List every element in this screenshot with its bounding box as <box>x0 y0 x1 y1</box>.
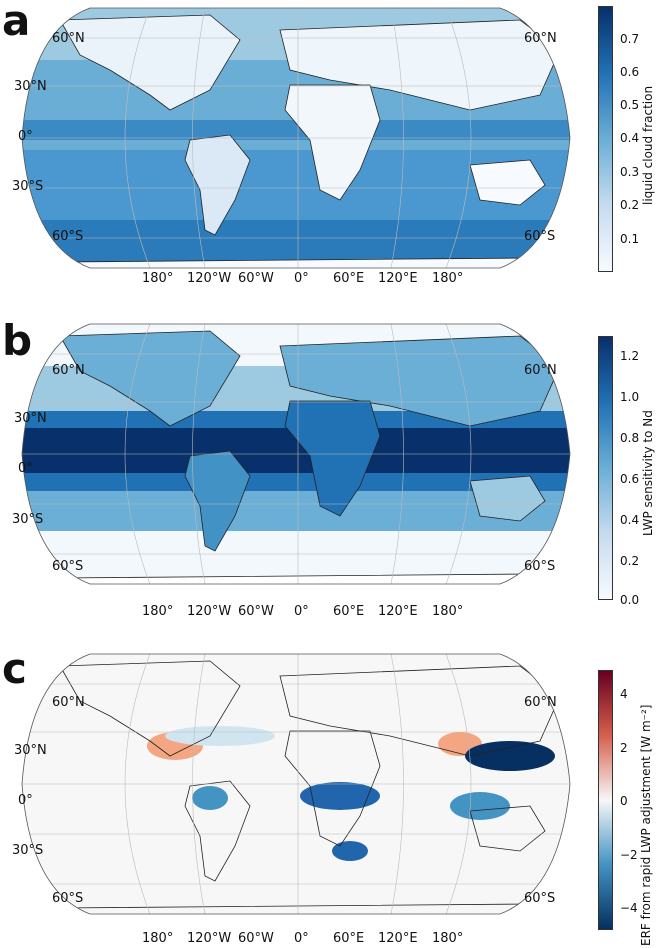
robinson-map <box>21 653 571 915</box>
colorbar-tick: 0.0 <box>620 593 640 607</box>
colorbar-tick: 0.7 <box>620 32 640 46</box>
lat-label-30s: 30°S <box>12 179 44 194</box>
colorbar-tick: 0.1 <box>620 232 640 246</box>
colorbar-tick: 4 <box>620 687 628 701</box>
antarctica-landmass <box>49 257 541 268</box>
lon-label-120w: 120°W <box>187 931 232 946</box>
robinson-map <box>21 323 571 585</box>
lon-label-120e: 120°E <box>378 604 418 619</box>
africa-landmass <box>284 730 381 847</box>
colorbar-tick: 0.6 <box>620 65 640 79</box>
lon-label-60w: 60°W <box>238 271 274 286</box>
lon-label-180e: 180° <box>432 604 464 619</box>
colorbar-tick: 0.4 <box>620 131 640 145</box>
colorbar-tick: 0.3 <box>620 165 640 179</box>
lat-label-60s-right: 60°S <box>524 229 556 244</box>
colorbar-tick: 1.0 <box>620 390 640 404</box>
lon-label-120e: 120°E <box>378 271 418 286</box>
lat-label-60s-right: 60°S <box>524 891 556 906</box>
lon-label-0: 0° <box>294 604 309 619</box>
panel-c: c <box>0 646 656 948</box>
antarctica-landmass <box>49 573 541 584</box>
panel-letter: c <box>2 644 27 693</box>
colorbar-tick: −4 <box>620 901 638 915</box>
lon-label-0: 0° <box>294 271 309 286</box>
lon-label-60e: 60°E <box>333 271 365 286</box>
colorbar-tick: 0.4 <box>620 513 640 527</box>
colorbar-label: ERF from rapid LWP adjustment [W m⁻²] <box>639 704 653 947</box>
lat-label-60n-right: 60°N <box>524 31 557 46</box>
lat-label-0: 0° <box>18 793 33 808</box>
north-america-landmass <box>59 660 241 757</box>
colorbar-tick: 0.2 <box>620 198 640 212</box>
lon-label-60w: 60°W <box>238 604 274 619</box>
lat-label-30s: 30°S <box>12 843 44 858</box>
lon-label-0: 0° <box>294 931 309 946</box>
lat-label-60n-right: 60°N <box>524 363 557 378</box>
lat-label-30s: 30°S <box>12 512 44 527</box>
lat-label-60s: 60°S <box>52 229 84 244</box>
panel-letter: b <box>2 316 33 365</box>
lon-label-60w: 60°W <box>238 931 274 946</box>
colorbar <box>598 336 613 600</box>
lon-label-180w: 180° <box>142 931 174 946</box>
lon-label-180e: 180° <box>432 931 464 946</box>
lat-label-60n-right: 60°N <box>524 695 557 710</box>
lon-label-60e: 60°E <box>333 931 365 946</box>
colorbar-tick: 0.2 <box>620 554 640 568</box>
colorbar-tick: 0 <box>620 794 628 808</box>
colorbar-tick: 0.6 <box>620 472 640 486</box>
lon-label-180w: 180° <box>142 271 174 286</box>
australia-landmass <box>469 159 546 206</box>
panel-letter: a <box>2 0 31 45</box>
africa-landmass <box>284 84 381 201</box>
australia-landmass <box>469 475 546 522</box>
lat-label-60n: 60°N <box>52 695 85 710</box>
lon-label-120w: 120°W <box>187 604 232 619</box>
lon-label-180e: 180° <box>432 271 464 286</box>
lat-label-0: 0° <box>18 461 33 476</box>
lat-label-30n: 30°N <box>14 79 47 94</box>
antarctica-landmass <box>49 903 541 914</box>
lat-label-60s-right: 60°S <box>524 559 556 574</box>
lon-label-60e: 60°E <box>333 604 365 619</box>
australia-landmass <box>469 805 546 852</box>
lon-label-120e: 120°E <box>378 931 418 946</box>
panel-a: a <box>0 0 656 300</box>
lat-label-30n: 30°N <box>14 743 47 758</box>
africa-landmass <box>284 400 381 517</box>
south-america-landmass <box>184 780 251 882</box>
colorbar-tick: 2 <box>620 741 628 755</box>
lat-label-60n: 60°N <box>52 363 85 378</box>
south-america-landmass <box>184 450 251 552</box>
colorbar <box>598 670 613 930</box>
lat-label-60n: 60°N <box>52 31 85 46</box>
colorbar-tick: 1.2 <box>620 349 640 363</box>
lat-label-30n: 30°N <box>14 411 47 426</box>
colorbar <box>598 6 613 272</box>
colorbar-tick: −2 <box>620 848 638 862</box>
colorbar-tick: 0.8 <box>620 431 640 445</box>
lat-label-60s: 60°S <box>52 559 84 574</box>
lat-label-60s: 60°S <box>52 891 84 906</box>
south-america-landmass <box>184 134 251 236</box>
lat-label-0: 0° <box>18 129 33 144</box>
colorbar-tick: 0.5 <box>620 98 640 112</box>
panel-b: b <box>0 316 656 619</box>
colorbar-label: liquid cloud fraction <box>641 85 655 205</box>
lon-label-180w: 180° <box>142 604 174 619</box>
robinson-map <box>21 7 571 269</box>
lon-label-120w: 120°W <box>187 271 232 286</box>
colorbar-label: LWP sensitivity to Nd <box>641 410 655 536</box>
